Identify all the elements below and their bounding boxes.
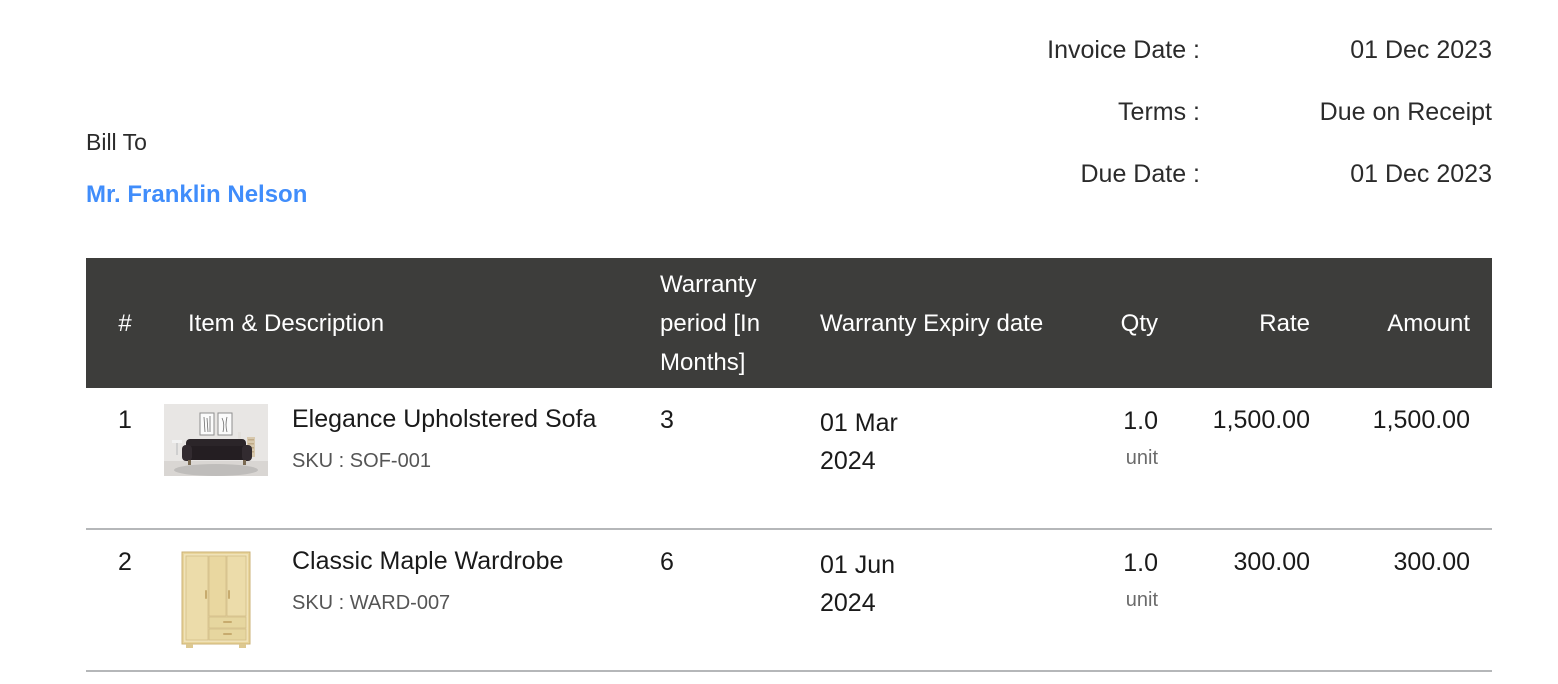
row-qty: 1.0 xyxy=(1123,549,1158,577)
row-warranty-expiry: 01 Jun 2024 xyxy=(820,546,1050,622)
row-index: 2 xyxy=(118,548,132,576)
due-date-row: Due Date : 01 Dec 2023 xyxy=(900,160,1492,222)
bill-to-customer-link[interactable]: Mr. Franklin Nelson xyxy=(86,181,308,208)
terms-row: Terms : Due on Receipt xyxy=(900,98,1492,160)
column-header-warranty-expiry: Warranty Expiry date xyxy=(820,309,1044,337)
row-warranty-expiry-line2: 2024 xyxy=(820,447,876,475)
column-header-amount: Amount xyxy=(1387,309,1470,337)
row-warranty-expiry-line1: 01 Mar xyxy=(820,409,898,437)
row-qty-cell: 1.0 unit xyxy=(1050,404,1170,472)
line-items-table: # Item & Description Warranty period [In… xyxy=(86,258,1492,672)
column-header-index: # xyxy=(118,309,132,337)
row-item-cell: Classic Maple Wardrobe SKU : WARD-007 xyxy=(164,546,660,650)
table-header-row: # Item & Description Warranty period [In… xyxy=(86,258,1492,388)
terms-value: Due on Receipt xyxy=(1319,98,1492,126)
bill-to-label: Bill To xyxy=(86,129,147,155)
table-row: 2 xyxy=(86,530,1492,672)
row-index: 1 xyxy=(118,406,132,434)
table-row: 1 xyxy=(86,388,1492,530)
row-item-name: Classic Maple Wardrobe xyxy=(292,547,564,575)
invoice-date-value: 01 Dec 2023 xyxy=(1350,36,1492,64)
bill-to-section: Bill To Mr. Franklin Nelson xyxy=(86,126,307,211)
row-rate: 1,500.00 xyxy=(1212,406,1310,434)
row-warranty-expiry-line1: 01 Jun xyxy=(820,551,896,579)
column-header-qty: Qty xyxy=(1120,309,1158,337)
column-header-rate: Rate xyxy=(1259,309,1310,337)
invoice-meta-block: Invoice Date : 01 Dec 2023 Terms : Due o… xyxy=(900,36,1492,222)
column-header-warranty-period: Warranty period [In Months] xyxy=(660,270,761,376)
row-warranty-expiry-line2: 2024 xyxy=(820,589,876,617)
row-unit: unit xyxy=(1125,447,1158,469)
row-warranty-expiry: 01 Mar 2024 xyxy=(820,404,1050,480)
row-item-sku: SKU : SOF-001 xyxy=(292,450,431,472)
row-amount: 1,500.00 xyxy=(1372,406,1470,434)
due-date-value: 01 Dec 2023 xyxy=(1350,160,1492,188)
row-rate: 300.00 xyxy=(1233,548,1310,576)
invoice-date-row: Invoice Date : 01 Dec 2023 xyxy=(900,36,1492,98)
terms-label: Terms : xyxy=(1118,98,1200,126)
row-warranty-period: 6 xyxy=(660,548,674,576)
column-header-item: Item & Description xyxy=(188,309,385,337)
sofa-thumbnail xyxy=(164,404,268,476)
row-warranty-period: 3 xyxy=(660,406,674,434)
row-unit: unit xyxy=(1125,589,1158,611)
due-date-label: Due Date : xyxy=(1080,160,1200,188)
row-qty-cell: 1.0 unit xyxy=(1050,546,1170,614)
invoice-date-label: Invoice Date : xyxy=(1047,36,1200,64)
row-amount: 300.00 xyxy=(1393,548,1470,576)
row-item-name: Elegance Upholstered Sofa xyxy=(292,405,597,433)
row-item-sku: SKU : WARD-007 xyxy=(292,592,451,614)
row-qty: 1.0 xyxy=(1123,407,1158,435)
row-item-cell: Elegance Upholstered Sofa SKU : SOF-001 xyxy=(164,404,660,476)
wardrobe-thumbnail xyxy=(164,546,268,650)
